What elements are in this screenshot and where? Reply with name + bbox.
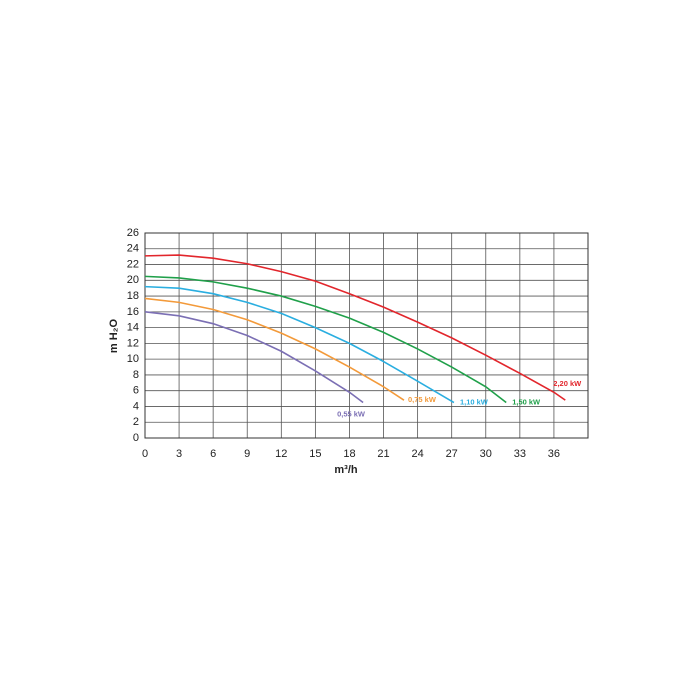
x-tick-label: 36 [548, 448, 560, 460]
x-tick-label: 27 [446, 448, 458, 460]
x-tick-label: 24 [411, 448, 423, 460]
plot-frame [144, 232, 589, 439]
x-axis-title: m³/h [334, 464, 358, 476]
y-tick-label: 20 [127, 274, 139, 286]
x-tick-label: 21 [377, 448, 389, 460]
x-tick-label: 18 [343, 448, 355, 460]
y-tick-label: 8 [133, 369, 139, 381]
y-tick-label: 14 [127, 322, 139, 334]
y-tick-label: 4 [133, 400, 139, 412]
x-tick-label: 33 [514, 448, 526, 460]
y-tick-label: 2 [133, 416, 139, 428]
series-label: 2,20 kW [553, 379, 582, 388]
series-label: 1,50 kW [512, 398, 541, 407]
series-label: 1,10 kW [460, 398, 489, 407]
y-tick-label: 12 [127, 337, 139, 349]
x-tick-label: 9 [244, 448, 250, 460]
x-tick-label: 6 [210, 448, 216, 460]
y-tick-label: 18 [127, 290, 139, 302]
y-axis-title: m H₂O [108, 318, 120, 353]
series-line [144, 311, 364, 404]
y-tick-label: 26 [127, 227, 139, 239]
y-tick-label: 22 [127, 258, 139, 270]
series-line [144, 254, 566, 401]
y-tick-label: 6 [133, 385, 139, 397]
x-tick-label: 30 [480, 448, 492, 460]
y-tick-label: 10 [127, 353, 139, 365]
y-tick-label: 0 [133, 432, 139, 444]
series-line [144, 285, 455, 404]
series-line [144, 297, 405, 401]
series-label: 0,55 kW [337, 410, 366, 419]
x-tick-label: 15 [309, 448, 321, 460]
y-tick-label: 16 [127, 306, 139, 318]
series-line [144, 275, 507, 404]
series-label: 0,75 kW [408, 395, 437, 404]
x-tick-label: 0 [142, 448, 148, 460]
x-tick-label: 3 [176, 448, 182, 460]
x-tick-label: 12 [275, 448, 287, 460]
y-tick-label: 24 [127, 243, 139, 255]
